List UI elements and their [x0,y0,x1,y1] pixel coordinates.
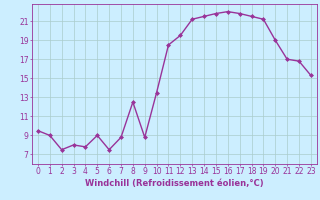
X-axis label: Windchill (Refroidissement éolien,°C): Windchill (Refroidissement éolien,°C) [85,179,264,188]
